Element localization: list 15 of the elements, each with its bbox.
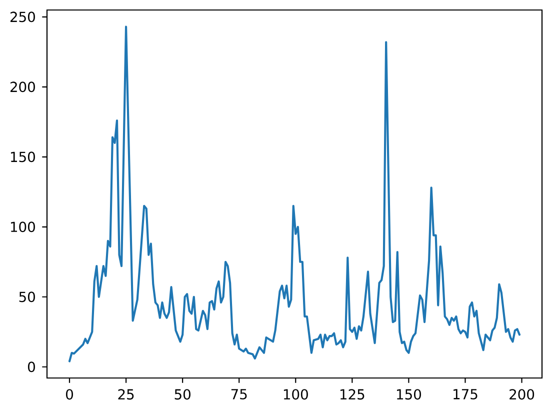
x-tick-label: 25 bbox=[118, 389, 134, 400]
x-tick-label: 75 bbox=[231, 389, 247, 400]
x-tick-label: 125 bbox=[340, 389, 364, 400]
y-tick-label: 0 bbox=[28, 362, 35, 372]
y-tick-label: 250 bbox=[10, 12, 35, 22]
y-tick-label: 150 bbox=[10, 152, 35, 162]
x-tick-label: 0 bbox=[66, 389, 73, 400]
y-tick-label: 200 bbox=[10, 82, 35, 92]
x-tick-label: 50 bbox=[174, 389, 190, 400]
y-tick-label: 50 bbox=[19, 292, 35, 302]
x-tick-label: 175 bbox=[454, 389, 478, 400]
y-tick-label: 100 bbox=[10, 222, 35, 232]
x-tick-label: 100 bbox=[284, 389, 308, 400]
x-tick-label: 200 bbox=[510, 389, 534, 400]
x-tick-label: 150 bbox=[397, 389, 421, 400]
